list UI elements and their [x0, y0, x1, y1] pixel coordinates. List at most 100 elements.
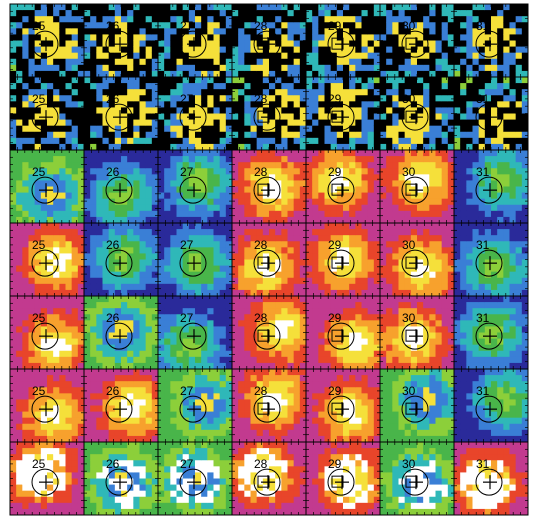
panel-pixel: [10, 113, 17, 120]
panel-pixel: [90, 34, 97, 41]
panel-pixel: [53, 216, 60, 224]
panel-pixel: [515, 125, 523, 133]
panel-r3-c1: 25: [9, 149, 85, 224]
panel-pixel: [133, 247, 140, 254]
panel-pixel: [28, 58, 36, 66]
panel-pixel: [355, 95, 362, 102]
panel-pixel: [287, 162, 295, 169]
panel-pixel: [318, 89, 325, 96]
panel-pixel: [238, 289, 245, 297]
panel-pixel: [491, 131, 498, 139]
panel-pixel: [65, 168, 73, 175]
panel-pixel: [293, 229, 301, 236]
panel-pixel: [114, 162, 122, 169]
panel-pixel: [423, 101, 430, 108]
panel-pixel: [435, 180, 443, 187]
panel-pixel: [188, 125, 196, 133]
panel-pixel: [96, 180, 103, 187]
panel-pixel: [306, 162, 313, 169]
panel-pixel: [404, 10, 412, 17]
panel-pixel: [306, 259, 313, 266]
panel-pixel: [59, 16, 66, 23]
panel-pixel: [59, 180, 66, 187]
panel-pixel: [287, 10, 295, 17]
panel-pixel: [158, 223, 165, 230]
panel-pixel: [133, 77, 140, 84]
panel-pixel: [497, 125, 504, 133]
panel-pixel: [410, 204, 418, 212]
panel-pixel: [497, 186, 504, 193]
square-marker: [257, 110, 270, 123]
panel-pixel: [71, 119, 79, 127]
panel-pixel: [195, 192, 202, 200]
panel-pixel: [441, 22, 449, 29]
panel-pixel: [207, 150, 214, 157]
panel-pixel: [306, 28, 313, 35]
panel-pixel: [102, 216, 110, 224]
panel-pixel: [108, 168, 116, 175]
panel-pixel: [318, 241, 325, 248]
panel-pixel: [34, 40, 42, 47]
panel-pixel: [262, 277, 270, 285]
panel-pixel: [497, 28, 504, 35]
panel-pixel: [336, 89, 344, 96]
panel-pixel: [466, 89, 473, 96]
panel-pixel: [16, 28, 23, 35]
panel-pixel: [114, 283, 122, 291]
panel-pixel: [244, 150, 251, 157]
panel-pixel: [380, 64, 387, 72]
panel-pixel: [429, 46, 436, 54]
panel-pixel: [367, 89, 375, 96]
panel-pixel: [269, 156, 276, 163]
circle-marker: [105, 249, 133, 277]
panel-pixel: [59, 210, 66, 218]
panel-pixel: [306, 186, 313, 193]
panel-pixel: [312, 137, 319, 145]
panel-pixel: [447, 28, 455, 35]
panel-pixel: [47, 283, 54, 291]
panel-pixel: [299, 143, 307, 151]
panel-pixel: [158, 83, 165, 90]
panel-pixel: [47, 131, 54, 139]
panel-pixel: [84, 95, 91, 102]
panel-pixel: [386, 235, 393, 242]
panel-pixel: [380, 168, 387, 175]
panel-pixel: [454, 180, 461, 187]
panel-pixel: [343, 34, 350, 41]
panel-pixel: [404, 143, 412, 151]
panel-pixel: [521, 113, 529, 120]
panel-pixel: [207, 283, 214, 291]
panel-pixel: [22, 95, 29, 102]
panel-pixel: [47, 235, 54, 242]
panel-pixel: [182, 40, 190, 47]
panel-pixel: [299, 186, 307, 193]
panel-pixel: [133, 10, 140, 17]
panel-pixel: [497, 52, 504, 60]
panel-pixel: [65, 186, 73, 193]
panel-pixel: [373, 174, 381, 181]
panel-pixel: [367, 277, 375, 285]
panel-pixel: [392, 216, 399, 224]
panel-pixel: [336, 210, 344, 218]
panel-pixel: [225, 241, 233, 248]
panel-pixel: [454, 95, 461, 102]
circle-marker: [179, 249, 207, 277]
panel-pixel: [417, 192, 424, 200]
panel-pixel: [250, 229, 258, 236]
panel-pixel: [188, 283, 196, 291]
panel-pixel: [299, 137, 307, 145]
panel-pixel: [373, 229, 381, 236]
panel-pixel: [441, 223, 449, 230]
panel-pixel: [121, 101, 128, 108]
panel-pixel: [423, 223, 430, 230]
panel-pixel: [343, 107, 350, 114]
panel-pixel: [47, 89, 54, 96]
panel-pixel: [380, 16, 387, 23]
panel-pixel: [250, 223, 258, 230]
panel-pixel: [170, 241, 177, 248]
panel-pixel: [497, 77, 504, 84]
panel-pixel: [367, 235, 375, 242]
panel-pixel: [361, 277, 369, 285]
panel-pixel: [238, 229, 245, 236]
panel-pixel: [201, 241, 208, 248]
